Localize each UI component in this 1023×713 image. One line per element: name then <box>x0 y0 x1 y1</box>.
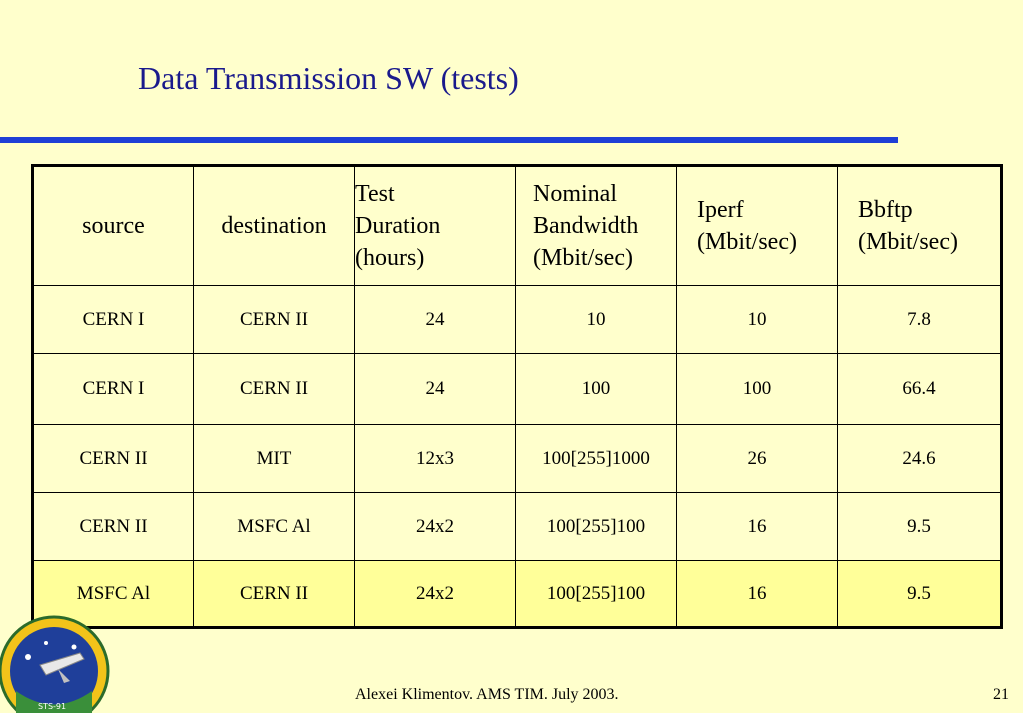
results-table: source destination Test Duration (hours)… <box>31 164 1003 629</box>
header-duration-line2: Duration <box>355 213 441 239</box>
header-destination: destination <box>193 165 355 286</box>
cell-nominal: 100[255]1000 <box>515 424 677 493</box>
cell-duration: 12x3 <box>354 424 516 493</box>
cell-source: CERN II <box>32 492 194 561</box>
header-nominal-bandwidth: Nominal Bandwidth (Mbit/sec) <box>515 165 677 286</box>
cell-nominal: 100[255]100 <box>515 492 677 561</box>
table-row: CERN II MIT 12x3 100[255]1000 26 24.6 <box>32 424 1002 493</box>
slide-title: Data Transmission SW (tests) <box>138 60 519 96</box>
cell-bbftp: 66.4 <box>837 353 1002 425</box>
cell-duration: 24x2 <box>354 560 516 628</box>
header-source: source <box>32 165 194 286</box>
cell-iperf: 100 <box>676 353 838 425</box>
table-row: CERN I CERN II 24 100 100 66.4 <box>32 353 1002 425</box>
cell-bbftp: 9.5 <box>837 492 1002 561</box>
cell-duration: 24 <box>354 353 516 425</box>
mission-patch-logo: STS-91 <box>0 615 110 713</box>
cell-duration: 24x2 <box>354 492 516 561</box>
cell-source: CERN I <box>32 353 194 425</box>
table-row: CERN II MSFC Al 24x2 100[255]100 16 9.5 <box>32 492 1002 561</box>
cell-destination: CERN II <box>193 285 355 354</box>
logo-text: STS-91 <box>38 702 66 711</box>
cell-duration: 24 <box>354 285 516 354</box>
title-underline <box>0 137 898 143</box>
header-nominal-line2: Bandwidth <box>533 213 639 239</box>
cell-bbftp: 7.8 <box>837 285 1002 354</box>
header-bbftp-line2: (Mbit/sec) <box>858 229 958 255</box>
header-iperf-line1: Iperf <box>697 197 744 223</box>
header-bbftp: Bbftp (Mbit/sec) <box>837 165 1002 286</box>
cell-bbftp: 24.6 <box>837 424 1002 493</box>
header-iperf-line2: (Mbit/sec) <box>697 229 797 255</box>
cell-bbftp: 9.5 <box>837 560 1002 628</box>
cell-iperf: 16 <box>676 560 838 628</box>
cell-nominal: 100[255]100 <box>515 560 677 628</box>
header-iperf: Iperf (Mbit/sec) <box>676 165 838 286</box>
cell-nominal: 10 <box>515 285 677 354</box>
header-nominal-line1: Nominal <box>533 181 617 207</box>
cell-destination: MIT <box>193 424 355 493</box>
cell-iperf: 26 <box>676 424 838 493</box>
page-number: 21 <box>993 686 1009 703</box>
header-duration-line3: (hours) <box>355 245 425 271</box>
header-bbftp-line1: Bbftp <box>858 197 913 223</box>
table-row: CERN I CERN II 24 10 10 7.8 <box>32 285 1002 354</box>
header-duration-line1: Test <box>355 181 395 207</box>
header-test-duration: Test Duration (hours) <box>354 165 516 286</box>
cell-nominal: 100 <box>515 353 677 425</box>
table-header-row: source destination Test Duration (hours)… <box>32 165 1002 286</box>
header-nominal-line3: (Mbit/sec) <box>533 245 633 271</box>
cell-source: CERN I <box>32 285 194 354</box>
cell-destination: MSFC Al <box>193 492 355 561</box>
footer-text: Alexei Klimentov. AMS TIM. July 2003. <box>355 686 619 703</box>
cell-destination: CERN II <box>193 560 355 628</box>
cell-source: CERN II <box>32 424 194 493</box>
cell-destination: CERN II <box>193 353 355 425</box>
cell-iperf: 10 <box>676 285 838 354</box>
table-row-highlighted: MSFC Al CERN II 24x2 100[255]100 16 9.5 <box>32 560 1002 628</box>
cell-iperf: 16 <box>676 492 838 561</box>
